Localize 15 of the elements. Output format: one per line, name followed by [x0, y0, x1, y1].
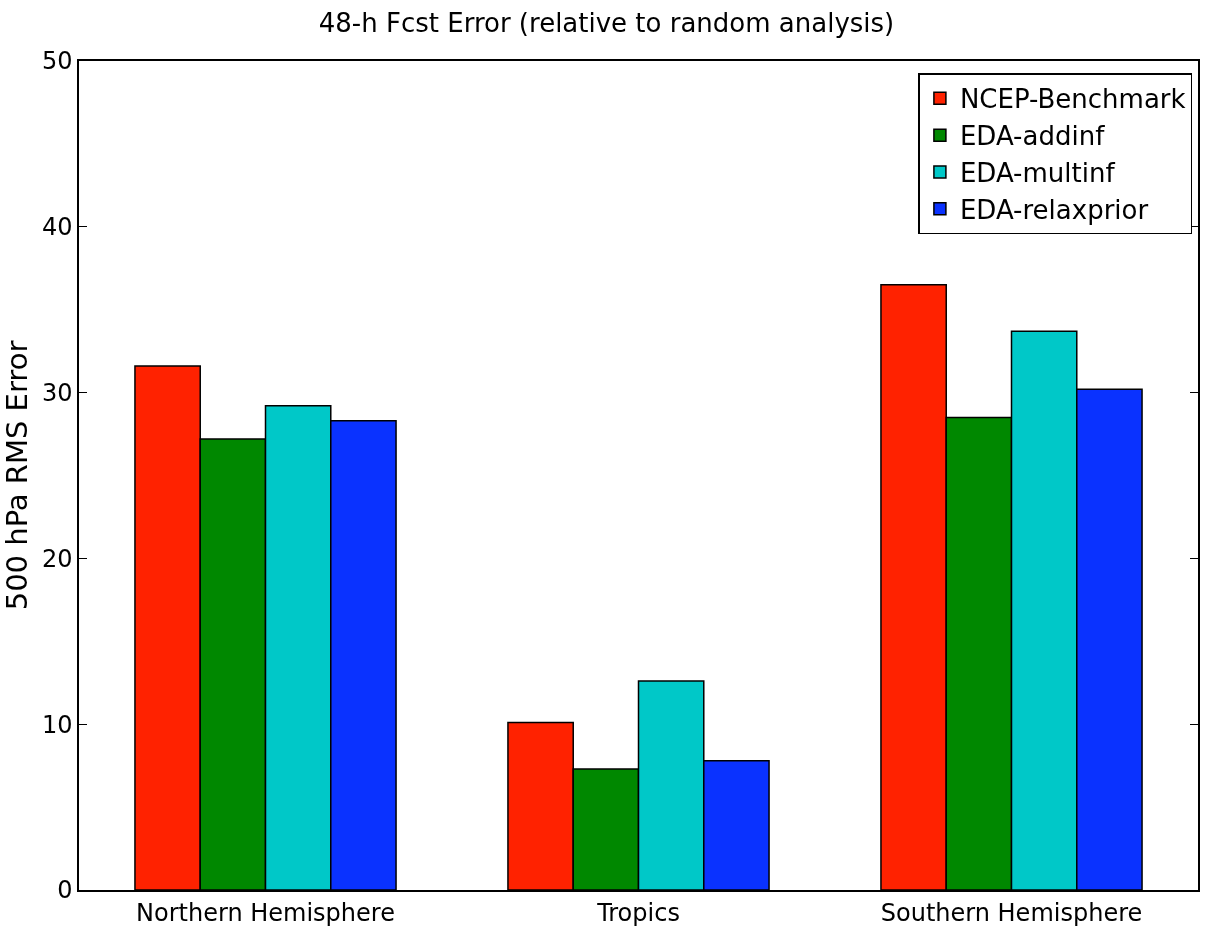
- y-tick-label: 50: [41, 47, 73, 76]
- y-tick-label: 20: [41, 544, 73, 573]
- x-tick-label: Tropics: [596, 898, 680, 927]
- y-axis-title: 500 hPa RMS Error: [0, 340, 34, 611]
- chart-title: 48-h Fcst Error (relative to random analysis): [318, 8, 895, 39]
- x-tick-label: Northern Hemisphere: [136, 898, 395, 927]
- legend-label: NCEP-Benchmark: [959, 84, 1186, 115]
- legend-label: EDA-addinf: [959, 121, 1106, 152]
- y-tick-label: 30: [41, 379, 73, 407]
- x-tick-label: Southern Hemisphere: [880, 898, 1143, 927]
- y-tick-label: 10: [41, 710, 73, 739]
- y-tick-label: 40: [41, 213, 73, 242]
- legend-label: EDA-relaxprior: [959, 194, 1149, 225]
- legend-label: EDA-multinf: [959, 158, 1116, 189]
- y-tick-label: 0: [57, 876, 73, 905]
